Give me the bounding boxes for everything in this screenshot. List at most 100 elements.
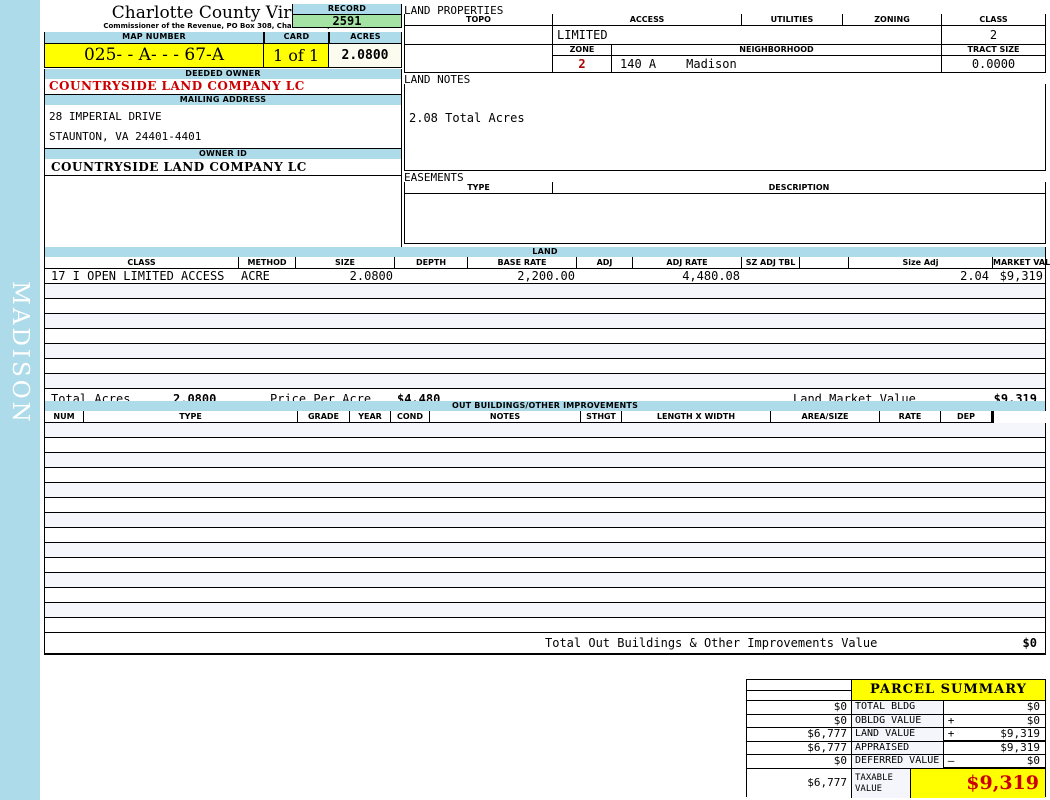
summary-row-left-value: $6,777 bbox=[747, 728, 852, 742]
table-row[interactable] bbox=[44, 359, 1046, 374]
table-row[interactable] bbox=[44, 438, 1046, 453]
col-zoning: ZONING bbox=[842, 14, 942, 26]
table-row[interactable] bbox=[44, 528, 1046, 543]
col-land-adj-rate: ADJ RATE bbox=[632, 257, 742, 269]
col-land-base-rate: BASE RATE bbox=[467, 257, 577, 269]
col-ob-rate: RATE bbox=[879, 411, 941, 423]
table-row[interactable] bbox=[44, 299, 1046, 314]
mailing-address-box: 28 IMPERIAL DRIVE STAUNTON, VA 24401-440… bbox=[44, 105, 402, 149]
col-land-adj: ADJ bbox=[576, 257, 633, 269]
value-tract-size: 0.0000 bbox=[941, 56, 1046, 73]
land-properties-header-row: TOPO ACCESS UTILITIES ZONING CLASS bbox=[404, 14, 1046, 26]
col-neighborhood: NEIGHBORHOOD bbox=[611, 45, 942, 56]
land-header-row: CLASS METHOD SIZE DEPTH BASE RATE ADJ AD… bbox=[44, 257, 1050, 269]
out-buildings-empty-rows bbox=[44, 423, 1046, 633]
table-row[interactable] bbox=[44, 603, 1046, 618]
out-buildings-section: OUT BUILDINGS/OTHER IMPROVEMENTS NUM TYP… bbox=[44, 401, 1046, 655]
easements-band: EASEMENTS bbox=[404, 171, 464, 184]
title-block: Charlotte County Virginia Commissioner o… bbox=[44, 4, 402, 31]
map-number-value: 025- - A- - - 67-A bbox=[44, 43, 264, 68]
col-ob-cond: COND bbox=[390, 411, 430, 423]
cell-land-market-value: $9,319 bbox=[999, 269, 1043, 283]
neighborhood-name: Madison bbox=[686, 57, 737, 71]
col-access: ACCESS bbox=[552, 14, 742, 26]
summary-row-operator: + bbox=[944, 728, 958, 742]
land-properties-band: LAND PROPERTIES bbox=[404, 4, 504, 17]
table-row[interactable]: 17 I OPEN LIMITED ACCESS ACRE 2.0800 2,2… bbox=[44, 269, 1046, 284]
table-row[interactable] bbox=[44, 344, 1046, 359]
summary-row-left-value: $0 bbox=[747, 755, 852, 769]
col-ob-sthgt: STHGT bbox=[580, 411, 622, 423]
col-topo: TOPO bbox=[404, 14, 553, 26]
summary-row-left-value: $6,777 bbox=[747, 741, 852, 755]
summary-row-left-value: $0 bbox=[747, 701, 852, 715]
table-row[interactable] bbox=[44, 314, 1046, 329]
col-ob-area: AREA/SIZE bbox=[770, 411, 880, 423]
card-value: 1 of 1 bbox=[264, 43, 329, 68]
cell-land-adj-rate: 4,480.08 bbox=[682, 269, 740, 283]
summary-row-label: OBLDG VALUE bbox=[852, 714, 944, 728]
out-buildings-header-row: NUM TYPE GRADE YEAR COND NOTES STHGT LEN… bbox=[44, 411, 1046, 423]
summary-blank-left bbox=[747, 680, 852, 701]
owner-blank-area bbox=[44, 176, 402, 248]
land-band: LAND bbox=[44, 247, 1046, 257]
land-notes-band: LAND NOTES bbox=[404, 73, 471, 86]
taxable-left-value: $6,777 bbox=[747, 768, 852, 798]
easements-body bbox=[404, 194, 1046, 244]
table-row[interactable] bbox=[44, 573, 1046, 588]
land-properties-value-row: LIMITED 2 bbox=[404, 26, 1046, 45]
summary-row-operator bbox=[944, 741, 958, 755]
table-row[interactable] bbox=[44, 543, 1046, 558]
district-sidebar: MADISON bbox=[0, 0, 40, 800]
cell-land-size: 2.0800 bbox=[349, 269, 393, 283]
summary-row-label: TOTAL BLDG VALUE bbox=[852, 701, 944, 724]
table-row[interactable] bbox=[44, 558, 1046, 573]
table-row[interactable] bbox=[44, 498, 1046, 513]
table-row[interactable] bbox=[44, 453, 1046, 468]
table-row[interactable] bbox=[44, 483, 1046, 498]
col-easement-type: TYPE bbox=[404, 182, 553, 194]
table-row[interactable] bbox=[44, 423, 1046, 438]
summary-title: PARCEL SUMMARY bbox=[852, 680, 1045, 701]
table-row[interactable] bbox=[44, 284, 1046, 299]
deeded-owner-value: COUNTRYSIDE LAND COMPANY LC bbox=[44, 79, 402, 95]
summary-row-right-value: $9,319 bbox=[958, 728, 1045, 742]
summary-row-right-value: $0 bbox=[958, 714, 1045, 728]
col-land-size-adj: Size Adj bbox=[848, 257, 993, 269]
cell-land-size-adj: 2.04 bbox=[960, 269, 989, 283]
col-ob-lxw: LENGTH X WIDTH bbox=[621, 411, 771, 423]
land-properties-left-blank bbox=[404, 45, 553, 73]
owner-block: Charlotte County Virginia Commissioner o… bbox=[44, 4, 402, 248]
table-row[interactable] bbox=[44, 374, 1046, 389]
col-ob-year: YEAR bbox=[349, 411, 391, 423]
col-ob-grade: GRADE bbox=[297, 411, 350, 423]
cell-land-adj bbox=[577, 269, 632, 283]
record-header: RECORD bbox=[292, 4, 402, 14]
acres-value: 2.0800 bbox=[329, 43, 402, 68]
table-row[interactable] bbox=[44, 329, 1046, 344]
summary-row-left-value: $0 bbox=[747, 714, 852, 728]
district-name: MADISON bbox=[7, 281, 33, 425]
col-class: CLASS bbox=[941, 14, 1046, 26]
table-row[interactable] bbox=[44, 618, 1046, 633]
neighborhood-code: 140 A bbox=[620, 57, 657, 71]
taxable-value: $9,319 bbox=[911, 768, 1045, 798]
table-row[interactable] bbox=[44, 513, 1046, 528]
col-ob-spacer bbox=[992, 411, 994, 423]
land-notes-text: 2.08 Total Acres bbox=[404, 84, 1046, 171]
taxable-label: TAXABLE VALUE bbox=[852, 768, 911, 798]
table-row[interactable] bbox=[44, 468, 1046, 483]
value-neighborhood: 140 A Madison bbox=[611, 56, 942, 73]
summary-row: $0 OBLDG VALUE + $0 bbox=[747, 714, 1045, 728]
page-subtitle: Commissioner of the Revenue, PO Box 308,… bbox=[103, 22, 343, 30]
address-line-1: 28 IMPERIAL DRIVE bbox=[49, 110, 162, 123]
table-row[interactable] bbox=[44, 588, 1046, 603]
summary-row-label: APPRAISED VALUE bbox=[852, 741, 944, 765]
summary-row-label: DEFERRED VALUE bbox=[852, 755, 944, 769]
col-land-market-value: MARKET VALUE bbox=[992, 257, 1050, 269]
out-buildings-total-row: Total Out Buildings & Other Improvements… bbox=[44, 633, 1046, 655]
neighborhood-header-row: ZONE NEIGHBORHOOD TRACT SIZE bbox=[552, 45, 1046, 56]
